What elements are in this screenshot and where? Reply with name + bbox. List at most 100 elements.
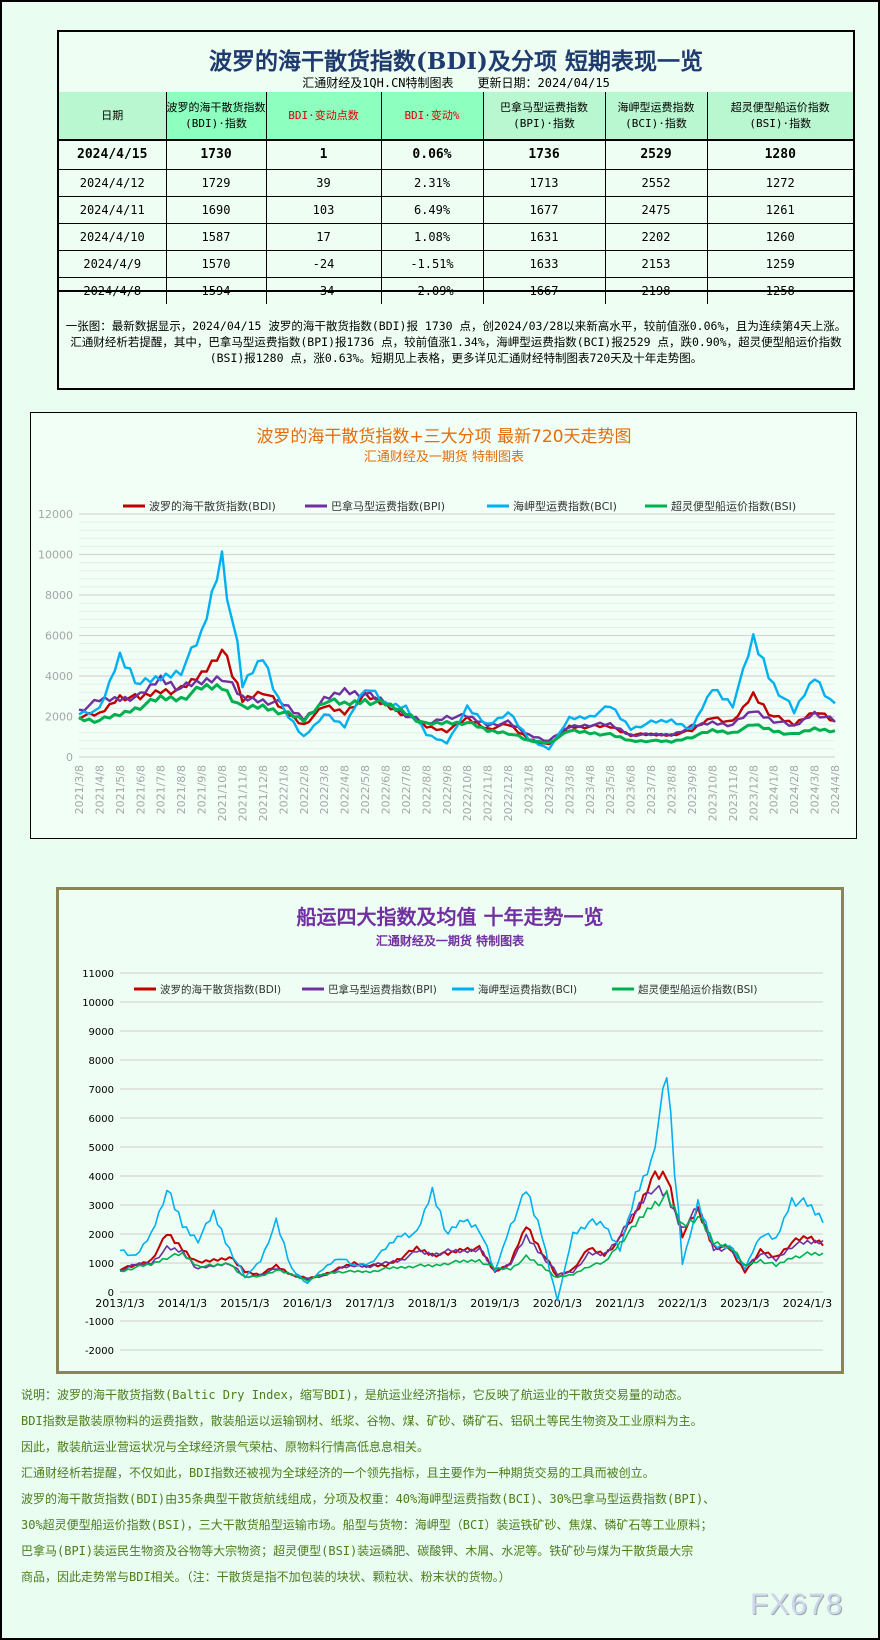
table-cell: 1272 — [707, 168, 853, 196]
x-tick-label: 2021/5/8 — [114, 765, 127, 814]
legend-label: 海岬型运费指数(BCI) — [478, 983, 577, 996]
table-cell: 1730 — [166, 139, 267, 169]
series-line-bpi — [78, 674, 836, 742]
table-cell: -1.51% — [381, 249, 484, 277]
table-row: 2024/4/15 1730 1 0.06% 1736 2529 1280 — [59, 139, 853, 169]
x-tick-label: 2024/1/3 — [783, 1297, 832, 1310]
y-tick-label: -1000 — [85, 1317, 114, 1328]
table-cell: 2529 — [605, 139, 708, 169]
table-cell: 39 — [266, 168, 382, 196]
table-cell: 1713 — [483, 168, 606, 196]
table-cell: 1570 — [166, 249, 267, 277]
x-tick-label: 2023/6/8 — [625, 765, 638, 814]
x-tick-label: 2016/1/3 — [283, 1297, 332, 1310]
column-header: 超灵便型船运价指数 (BSI)·指数 — [707, 92, 853, 140]
table-subtitle: 汇通财经及1QH.CN特制图表 更新日期：2024/04/15 — [59, 74, 853, 91]
table-cell: 1280 — [707, 139, 853, 169]
x-tick-label: 2013/1/3 — [95, 1297, 144, 1310]
x-tick-label: 2021/9/8 — [196, 765, 209, 814]
table-cell: 1677 — [483, 195, 606, 223]
table-cell: 1.08% — [381, 222, 484, 250]
x-tick-label: 2023/4/8 — [584, 765, 597, 814]
x-tick-label: 2021/11/8 — [236, 765, 249, 821]
note-line: 巴拿马(BPI)装运民生物资及谷物等大宗物资；超灵便型(BSI)装运磷肥、碳酸钾… — [21, 1544, 694, 1558]
table-row: 2024/4/9 1570 -24 -1.51% 1633 2153 1259 — [59, 249, 853, 277]
x-tick-label: 2022/10/8 — [461, 765, 474, 821]
table-cell: 17 — [266, 222, 382, 250]
table-cell: 2202 — [605, 222, 708, 250]
column-header-text: 日期 — [101, 108, 124, 122]
column-header-text: (BSI)·指数 — [749, 116, 812, 130]
bdi-table: 日期 波罗的海干散货指数 (BDI)·指数 BDI·变动点数 BDI·变动% 巴拿马型运费… — [59, 92, 853, 304]
note-line: 汇通财经析若提醒，不仅如此，BDI指数还被视为全球经济的一个领先指标，且主要作为… — [21, 1466, 655, 1480]
chart-subtitle: 汇通财经及一期货 特制图表 — [364, 449, 524, 465]
x-tick-label: 2022/2/8 — [298, 765, 311, 814]
series-line-bci — [78, 550, 836, 751]
x-tick-label: 2021/7/8 — [155, 765, 168, 814]
y-tick-label: 6000 — [89, 1114, 114, 1125]
chart-subtitle: 汇通财经及一期货 特制图表 — [376, 933, 525, 948]
y-tick-label: 3000 — [89, 1201, 114, 1212]
y-tick-label: 2000 — [45, 711, 73, 724]
y-tick-label: 4000 — [45, 670, 73, 683]
x-tick-label: 2021/10/8 — [216, 765, 229, 821]
legend-label: 波罗的海干散货指数(BDI) — [149, 499, 276, 513]
table-title: 波罗的海干散货指数(BDI)及分项 短期表现一览 — [209, 48, 703, 75]
x-tick-label: 2024/2/8 — [788, 765, 801, 814]
series-line-bdi — [119, 1170, 824, 1281]
x-tick-label: 2021/4/8 — [93, 765, 106, 814]
y-tick-label: 5000 — [89, 1143, 114, 1154]
note-line: 说明：波罗的海干散货指数(Baltic Dry Index，缩写BDI)，是航运… — [21, 1388, 689, 1402]
note-line: 因此，散装航运业营运状况与全球经济景气荣枯、原物料行情高低息息相关。 — [21, 1440, 430, 1454]
table-row: 2024/4/12 1729 39 2.31% 1713 2552 1272 — [59, 168, 853, 196]
x-tick-label: 2022/9/8 — [441, 765, 454, 814]
x-tick-label: 2024/1/8 — [768, 765, 781, 814]
series-line-bci — [119, 1077, 824, 1301]
y-tick-label: -2000 — [85, 1346, 114, 1357]
table-cell: 2.31% — [381, 168, 484, 196]
x-tick-label: 2022/1/3 — [658, 1297, 707, 1310]
explanation-notes: 说明：波罗的海干散货指数(Baltic Dry Index，缩写BDI)，是航运… — [21, 1386, 715, 1594]
x-tick-label: 2023/8/8 — [666, 765, 679, 814]
series-line-bsi — [78, 683, 836, 745]
table-cell: 6.49% — [381, 195, 484, 223]
chart-title: 船运四大指数及均值 十年走势一览 — [297, 905, 604, 929]
table-cell: 1631 — [483, 222, 606, 250]
y-tick-label: 0 — [66, 751, 73, 764]
table-header-row: 日期 波罗的海干散货指数 (BDI)·指数 BDI·变动点数 BDI·变动% 巴拿马型运费… — [59, 92, 853, 140]
x-tick-label: 2023/1/8 — [523, 765, 536, 814]
table-cell: 1 — [266, 139, 382, 169]
table-cell: 1729 — [166, 168, 267, 196]
column-header-text: BDI·变动点数 — [288, 108, 359, 122]
column-header: 波罗的海干散货指数 (BDI)·指数 — [166, 92, 267, 140]
x-tick-label: 2019/1/3 — [470, 1297, 519, 1310]
x-tick-label: 2021/1/3 — [595, 1297, 644, 1310]
table-cell: 2024/4/15 — [59, 139, 167, 169]
x-tick-label: 2022/4/8 — [339, 765, 352, 814]
x-tick-label: 2022/8/8 — [420, 765, 433, 814]
x-tick-label: 2023/3/8 — [563, 765, 576, 814]
legend-label: 巴拿马型运费指数(BPI) — [331, 499, 445, 513]
column-header-text: (BDI)·指数 — [185, 116, 247, 130]
table-source: 汇通财经及1QH.CN特制图表 — [302, 76, 454, 90]
x-tick-label: 2022/6/8 — [379, 765, 392, 814]
x-tick-label: 2023/2/8 — [543, 765, 556, 814]
y-tick-label: 8000 — [89, 1056, 114, 1067]
column-header: 海岬型运费指数 (BCI)·指数 — [605, 92, 708, 140]
column-header-text: 波罗的海干散货指数 — [166, 100, 266, 114]
x-tick-label: 2023/7/8 — [645, 765, 658, 814]
x-tick-label: 2021/6/8 — [134, 765, 147, 814]
y-tick-label: 0 — [108, 1288, 114, 1299]
table-cell: 2024/4/10 — [59, 222, 167, 250]
table-cell: 2153 — [605, 249, 708, 277]
y-tick-label: 2000 — [89, 1230, 114, 1241]
x-tick-label: 2022/3/8 — [318, 765, 331, 814]
note-line: 商品，因此走势常与BDI相关。（注：干散货是指不加包装的块状、颗粒状、粉末状的货… — [21, 1570, 511, 1584]
note-line: 30%超灵便型船运价指数(BSI)，三大干散货船型运输市场。船型与货物：海岬型（… — [21, 1518, 713, 1532]
x-tick-label: 2022/1/8 — [277, 765, 290, 814]
note-line: BDI指数是散装原物料的运费指数，散装船运以运输钢材、纸浆、谷物、煤、矿砂、磷矿… — [21, 1414, 703, 1428]
chart-title: 波罗的海干散货指数+三大分项 最新720天走势图 — [256, 427, 631, 447]
